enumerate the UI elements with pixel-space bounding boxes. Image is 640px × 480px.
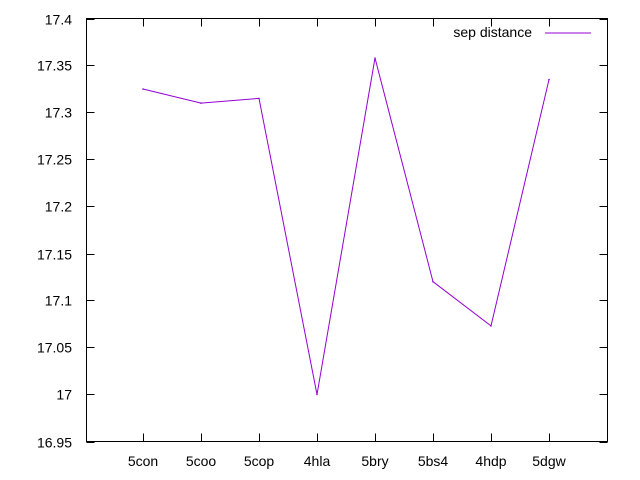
x-tick-label: 5con [128,453,158,469]
data-point [490,325,492,327]
y-tick-label: 17.1 [45,293,72,309]
y-tick-label: 17.35 [37,58,72,74]
series-line-sep-distance [142,57,550,395]
y-tick-label: 16.95 [37,435,72,451]
y-tick-label: 17.25 [37,152,72,168]
data-point [548,78,550,81]
y-axis: 16.95 17 17.05 17.1 17.15 17.2 17.25 17.3 17.35 1… [37,12,608,451]
y-tick-label: 17.05 [37,340,72,356]
y-tick-label: 17 [56,387,72,403]
y-tick-label: 17.15 [37,247,72,263]
x-tick-label: 5bry [361,453,388,469]
data-point [142,88,144,90]
legend-label-sep-distance: sep distance [453,24,532,40]
x-tick-label: 5dgw [532,453,566,469]
x-tick-label: 5cop [244,453,275,469]
data-point [200,102,202,104]
data-point [432,280,434,283]
data-point [258,97,260,100]
x-tick-label: 5bs4 [418,453,449,469]
x-tick-label: 4hdp [475,453,506,469]
y-tick-label: 17.4 [45,12,72,28]
series-layer [142,57,550,396]
x-axis: 5con 5coo 5cop 4hla 5bry 5bs4 4hdp 5dgw [128,18,567,469]
y-tick-label: 17.3 [45,105,72,121]
data-point [374,57,376,59]
legend: sep distance [453,24,591,40]
x-tick-label: 4hla [304,453,331,469]
plot-frame [86,18,608,442]
x-tick-label: 5coo [186,453,217,469]
y-tick-label: 17.2 [45,199,72,215]
data-point [316,393,318,396]
